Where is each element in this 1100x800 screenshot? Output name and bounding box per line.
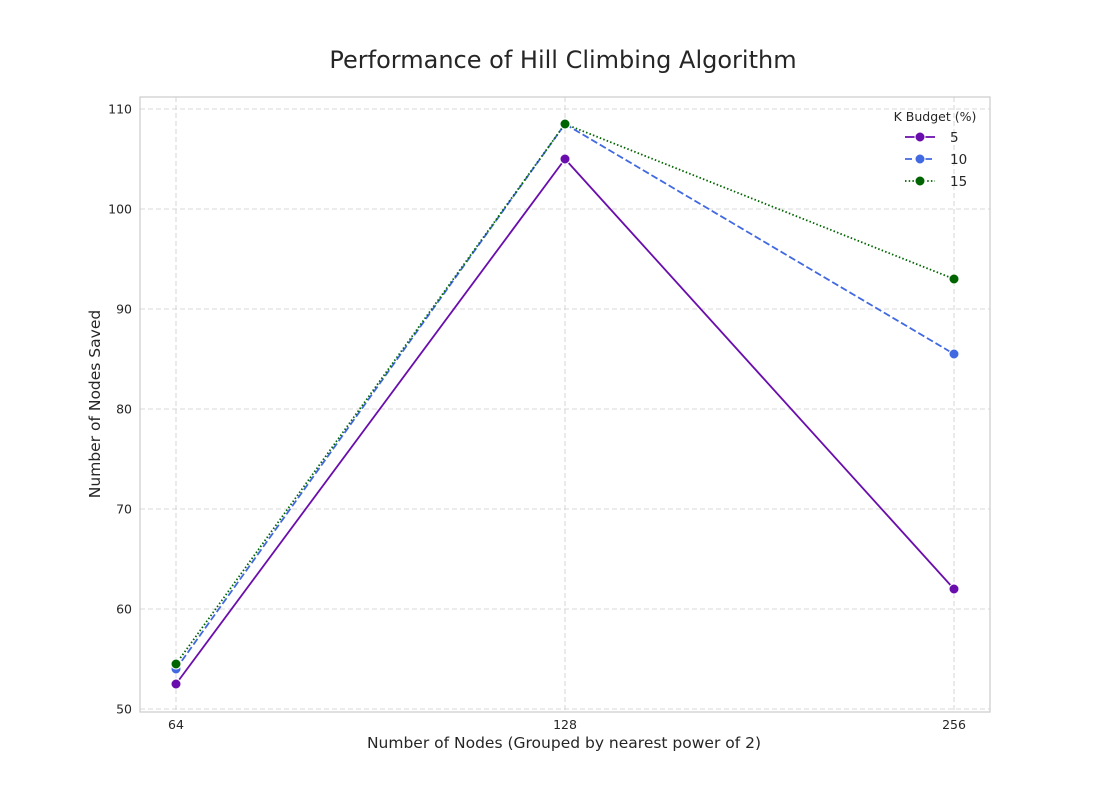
data-point-5 [559, 153, 571, 165]
legend-label-10: 10 [950, 152, 967, 168]
legend-label-15: 15 [950, 174, 967, 190]
y-tick-label: 110 [108, 102, 132, 117]
grid [140, 97, 990, 712]
series-line-10 [175, 123, 955, 670]
tick-labels: 50 60 70 80 90 100 110 64 128 256 [108, 102, 966, 733]
data-point-5 [948, 583, 960, 595]
legend-label-5: 5 [950, 130, 959, 146]
data-point-5 [170, 678, 182, 690]
data-point-15 [170, 658, 182, 670]
chart-title: Performance of Hill Climbing Algorithm [329, 46, 796, 74]
legend-marker-15 [914, 175, 926, 187]
data-point-10 [948, 348, 960, 360]
y-tick-label: 90 [116, 302, 132, 317]
legend: K Budget (%) 5 10 15 [894, 109, 977, 190]
x-axis-label: Number of Nodes (Grouped by nearest powe… [367, 734, 761, 752]
data-point-15 [559, 118, 571, 130]
data-points [170, 118, 960, 690]
x-tick-label: 64 [168, 717, 184, 732]
y-tick-label: 100 [108, 202, 132, 217]
plot-frame [139, 96, 991, 713]
y-tick-label: 50 [116, 702, 132, 717]
legend-marker-10 [914, 153, 926, 165]
legend-title: K Budget (%) [894, 109, 977, 124]
y-tick-label: 70 [116, 502, 132, 517]
series-line-15 [175, 123, 955, 665]
y-tick-label: 80 [116, 402, 132, 417]
y-tick-label: 60 [116, 602, 132, 617]
x-tick-label: 128 [553, 717, 577, 732]
data-point-15 [948, 273, 960, 285]
x-tick-label: 256 [942, 717, 966, 732]
y-axis-label: Number of Nodes Saved [86, 310, 104, 498]
legend-marker-5 [914, 131, 926, 143]
